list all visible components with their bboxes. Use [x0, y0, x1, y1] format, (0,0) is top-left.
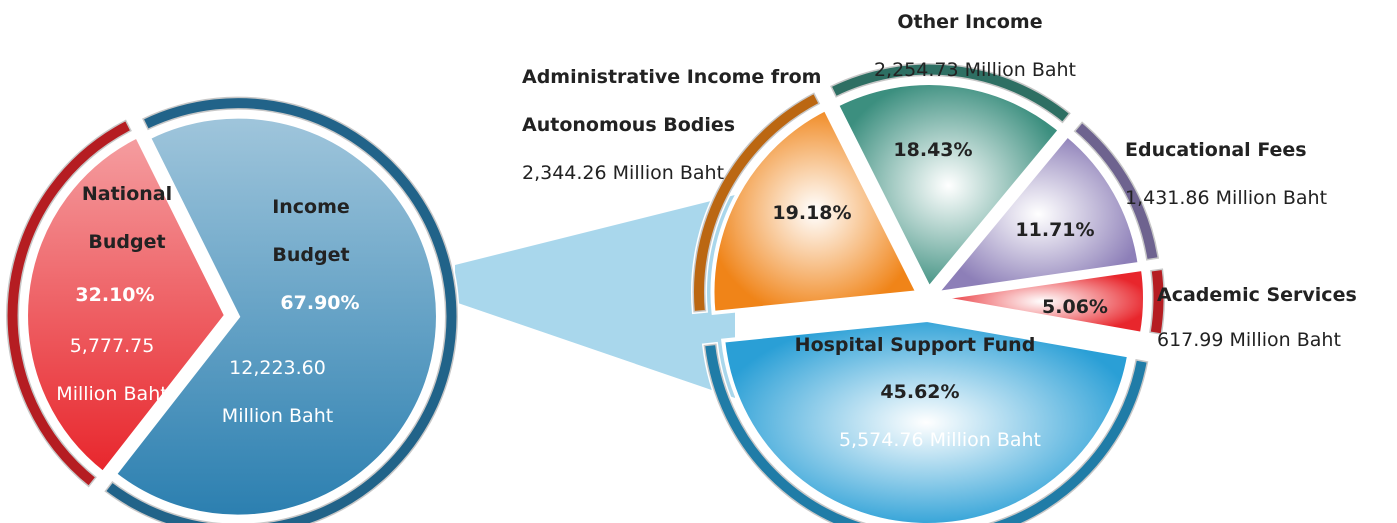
value-label: 45.62%: [880, 381, 960, 403]
amount-label: 617.99 Million Baht: [1157, 329, 1341, 351]
categorie: Income Budget: [272, 196, 350, 266]
value-label: 19.18%: [772, 202, 852, 224]
ring-segment: [1071, 119, 1161, 263]
value-label: 11.71%: [1015, 219, 1095, 241]
pie-slice: [112, 114, 440, 519]
ring-shade: [1149, 268, 1165, 335]
pie-slice-group: [691, 90, 921, 316]
categorie: Educational Fees: [1125, 139, 1307, 161]
ring-segment: [828, 61, 1073, 126]
amount-label: 2,254.73 Million Baht: [873, 59, 1077, 81]
ring-segment: [102, 95, 460, 523]
amount-label: 5,574.76 Million Baht: [838, 429, 1042, 451]
ring-shade: [830, 63, 1071, 124]
ring-segment: [691, 90, 823, 315]
ring-segment: [1147, 266, 1167, 337]
pie-slice: [931, 132, 1142, 296]
amount-label: 1,431.86 Million Baht: [1125, 187, 1328, 209]
pie-slice-group: [828, 61, 1073, 292]
categorie: Academic Services: [1157, 284, 1357, 306]
pie-slice-group: [701, 317, 1151, 523]
pie-slice-group: [939, 266, 1167, 337]
amount-label: 5,777.75 Million Baht: [56, 335, 168, 405]
value-label: 18.43%: [893, 139, 973, 161]
value-label: 32.10%: [75, 284, 155, 306]
amount-label: 2,344.26 Million Baht: [522, 162, 725, 184]
pie-slice-group: [931, 119, 1161, 296]
categorie: Other Income: [897, 11, 1043, 33]
ring-shade: [6, 119, 132, 488]
pie-slice-group: [4, 117, 229, 490]
amount-label: 12,223.60 Million Baht: [221, 357, 334, 427]
ring-shade: [692, 92, 821, 313]
pie-slice-group: [102, 95, 460, 523]
ring-segment: [4, 117, 134, 490]
categorie: National Budget: [81, 183, 173, 253]
pie-slice: [710, 106, 921, 316]
categorie: Hospital Support Fund: [794, 334, 1036, 356]
value-label: 67.90%: [280, 292, 360, 314]
connector: [455, 195, 735, 398]
pie-slice: [721, 317, 1132, 523]
ring-shade: [1073, 121, 1160, 261]
categorie: Administrative Income from Autonomous Bo…: [522, 66, 822, 136]
ring-segment: [701, 341, 1151, 523]
pie-slice: [24, 133, 229, 476]
pie-slice: [939, 266, 1147, 337]
value-label: 5.06%: [1042, 296, 1108, 318]
pie-slice: [834, 81, 1063, 292]
